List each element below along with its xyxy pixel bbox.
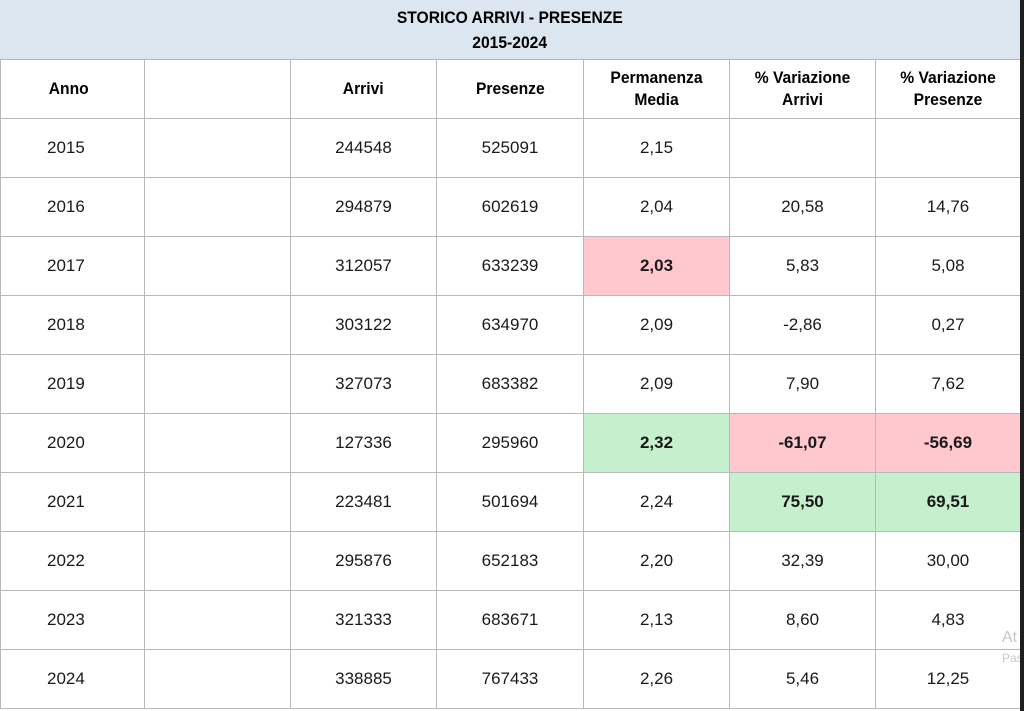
cell-var-arrivi-highlight-low[interactable]: -61,07 — [729, 413, 876, 473]
cell-blank[interactable] — [144, 590, 291, 650]
cell-permanenza[interactable]: 2,24 — [583, 472, 730, 532]
cell-blank[interactable] — [144, 118, 291, 178]
cell-blank[interactable] — [144, 236, 291, 296]
cell-permanenza[interactable]: 2,13 — [583, 590, 730, 650]
table-row: 2016 294879 602619 2,04 20,58 14,76 — [0, 177, 1021, 237]
data-table: Anno Arrivi Presenze Permanenza Media % … — [0, 59, 1021, 709]
cell-permanenza-highlight-low[interactable]: 2,03 — [583, 236, 730, 296]
cell-var-arrivi[interactable]: 5,46 — [729, 649, 876, 709]
cell-anno[interactable]: 2017 — [0, 236, 145, 296]
cell-presenze[interactable]: 767433 — [436, 649, 584, 709]
window-edge — [1020, 0, 1024, 711]
cell-arrivi[interactable]: 223481 — [290, 472, 437, 532]
header-row: Anno Arrivi Presenze Permanenza Media % … — [0, 59, 1021, 119]
cell-blank[interactable] — [144, 177, 291, 237]
cell-var-arrivi[interactable] — [729, 118, 876, 178]
cell-presenze[interactable]: 525091 — [436, 118, 584, 178]
cell-presenze[interactable]: 683382 — [436, 354, 584, 414]
cell-var-presenze[interactable]: 7,62 — [875, 354, 1021, 414]
cell-var-arrivi[interactable]: 5,83 — [729, 236, 876, 296]
cell-presenze[interactable]: 602619 — [436, 177, 584, 237]
table-row: 2022 295876 652183 2,20 32,39 30,00 — [0, 531, 1021, 591]
cell-arrivi[interactable]: 127336 — [290, 413, 437, 473]
cell-var-presenze-highlight-high[interactable]: 69,51 — [875, 472, 1021, 532]
cell-blank[interactable] — [144, 472, 291, 532]
cell-anno[interactable]: 2024 — [0, 649, 145, 709]
cell-arrivi[interactable]: 295876 — [290, 531, 437, 591]
cell-var-arrivi-highlight-high[interactable]: 75,50 — [729, 472, 876, 532]
cell-anno[interactable]: 2018 — [0, 295, 145, 355]
table-row: 2023 321333 683671 2,13 8,60 4,83 — [0, 590, 1021, 650]
cell-presenze[interactable]: 501694 — [436, 472, 584, 532]
cell-var-presenze[interactable]: 14,76 — [875, 177, 1021, 237]
cell-var-presenze-highlight-low[interactable]: -56,69 — [875, 413, 1021, 473]
table-row: 2015 244548 525091 2,15 — [0, 118, 1021, 178]
cell-var-presenze[interactable]: 4,83 — [875, 590, 1021, 650]
cell-permanenza[interactable]: 2,26 — [583, 649, 730, 709]
header-blank[interactable] — [144, 59, 291, 119]
cell-arrivi[interactable]: 303122 — [290, 295, 437, 355]
table-row: 2021 223481 501694 2,24 75,50 69,51 — [0, 472, 1021, 532]
title-line-1: STORICO ARRIVI - PRESENZE — [397, 7, 623, 27]
cell-var-arrivi[interactable]: 20,58 — [729, 177, 876, 237]
watermark-line-1: At — [1002, 629, 1018, 646]
cell-var-presenze[interactable]: 12,25 — [875, 649, 1021, 709]
cell-anno[interactable]: 2019 — [0, 354, 145, 414]
cell-var-presenze[interactable]: 5,08 — [875, 236, 1021, 296]
cell-anno[interactable]: 2020 — [0, 413, 145, 473]
cell-anno[interactable]: 2022 — [0, 531, 145, 591]
header-variazione-arrivi[interactable]: % Variazione Arrivi — [729, 59, 876, 119]
cell-arrivi[interactable]: 338885 — [290, 649, 437, 709]
cell-arrivi[interactable]: 312057 — [290, 236, 437, 296]
cell-presenze[interactable]: 634970 — [436, 295, 584, 355]
cell-arrivi[interactable]: 327073 — [290, 354, 437, 414]
cell-presenze[interactable]: 295960 — [436, 413, 584, 473]
table-row: 2020 127336 295960 2,32 -61,07 -56,69 — [0, 413, 1021, 473]
cell-permanenza[interactable]: 2,20 — [583, 531, 730, 591]
cell-var-presenze[interactable]: 0,27 — [875, 295, 1021, 355]
cell-presenze[interactable]: 652183 — [436, 531, 584, 591]
title-line-2: 2015-2024 — [472, 32, 548, 52]
cell-permanenza[interactable]: 2,04 — [583, 177, 730, 237]
cell-blank[interactable] — [144, 531, 291, 591]
table-row: 2017 312057 633239 2,03 5,83 5,08 — [0, 236, 1021, 296]
cell-var-arrivi[interactable]: 32,39 — [729, 531, 876, 591]
table-title: STORICO ARRIVI - PRESENZE 2015-2024 — [0, 0, 1020, 60]
cell-blank[interactable] — [144, 413, 291, 473]
cell-presenze[interactable]: 633239 — [436, 236, 584, 296]
header-permanenza-media[interactable]: Permanenza Media — [583, 59, 730, 119]
watermark-line-2: Pas — [1002, 651, 1023, 665]
activation-watermark: At Pas — [1002, 628, 1024, 668]
cell-blank[interactable] — [144, 354, 291, 414]
cell-permanenza[interactable]: 2,09 — [583, 295, 730, 355]
table-row: 2019 327073 683382 2,09 7,90 7,62 — [0, 354, 1021, 414]
cell-var-presenze[interactable] — [875, 118, 1021, 178]
cell-var-presenze[interactable]: 30,00 — [875, 531, 1021, 591]
cell-permanenza[interactable]: 2,15 — [583, 118, 730, 178]
cell-anno[interactable]: 2021 — [0, 472, 145, 532]
cell-anno[interactable]: 2023 — [0, 590, 145, 650]
cell-anno[interactable]: 2016 — [0, 177, 145, 237]
table-row: 2018 303122 634970 2,09 -2,86 0,27 — [0, 295, 1021, 355]
cell-arrivi[interactable]: 244548 — [290, 118, 437, 178]
table-row: 2024 338885 767433 2,26 5,46 12,25 — [0, 649, 1021, 709]
cell-presenze[interactable]: 683671 — [436, 590, 584, 650]
cell-permanenza-highlight-high[interactable]: 2,32 — [583, 413, 730, 473]
header-arrivi[interactable]: Arrivi — [290, 59, 437, 119]
cell-arrivi[interactable]: 294879 — [290, 177, 437, 237]
header-anno[interactable]: Anno — [0, 59, 145, 119]
cell-arrivi[interactable]: 321333 — [290, 590, 437, 650]
header-presenze[interactable]: Presenze — [436, 59, 584, 119]
cell-var-arrivi[interactable]: 7,90 — [729, 354, 876, 414]
cell-blank[interactable] — [144, 295, 291, 355]
cell-var-arrivi[interactable]: 8,60 — [729, 590, 876, 650]
cell-permanenza[interactable]: 2,09 — [583, 354, 730, 414]
cell-blank[interactable] — [144, 649, 291, 709]
cell-anno[interactable]: 2015 — [0, 118, 145, 178]
header-variazione-presenze[interactable]: % Variazione Presenze — [875, 59, 1021, 119]
cell-var-arrivi[interactable]: -2,86 — [729, 295, 876, 355]
